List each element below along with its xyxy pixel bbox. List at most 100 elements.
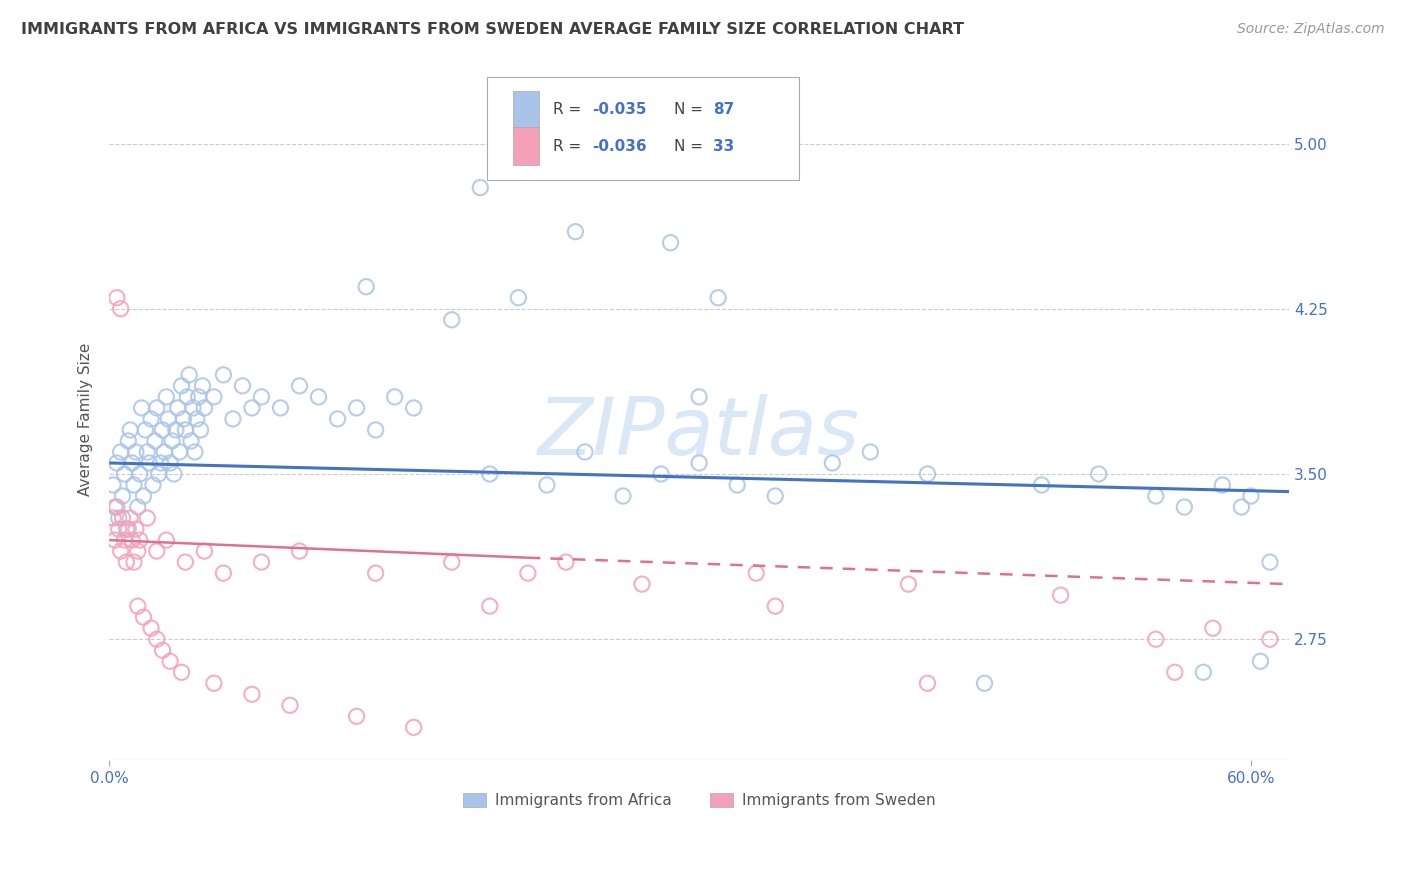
Point: [288, 379, 311, 393]
Point: [104, 500, 127, 514]
Point: [114, 467, 136, 481]
Point: [1249, 654, 1271, 668]
Point: [149, 456, 172, 470]
Point: [1202, 621, 1225, 635]
Point: [384, 390, 406, 404]
Point: [111, 489, 134, 503]
Point: [1258, 632, 1281, 647]
Point: [101, 478, 124, 492]
Point: [725, 478, 748, 492]
Point: [516, 566, 538, 581]
Point: [222, 412, 245, 426]
Point: [917, 676, 939, 690]
Point: [402, 720, 425, 734]
Point: [159, 654, 181, 668]
Point: [131, 401, 153, 415]
Point: [152, 643, 174, 657]
Point: [170, 665, 193, 680]
Point: [1164, 665, 1187, 680]
Point: [105, 500, 128, 514]
Y-axis label: Average Family Size: Average Family Size: [79, 343, 93, 496]
Point: [176, 390, 198, 404]
Point: [763, 599, 786, 614]
Point: [179, 368, 201, 382]
Point: [181, 401, 204, 415]
Point: [115, 522, 138, 536]
Point: [190, 423, 212, 437]
Point: [917, 467, 939, 481]
Point: [745, 566, 768, 581]
Point: [308, 390, 330, 404]
Point: [1258, 555, 1281, 569]
Point: [193, 544, 215, 558]
Point: [166, 401, 188, 415]
Point: [115, 555, 138, 569]
Point: [155, 533, 177, 547]
Point: [202, 390, 225, 404]
Point: [240, 687, 263, 701]
Point: [138, 456, 160, 470]
Point: [440, 555, 463, 569]
Point: [127, 500, 149, 514]
Point: [191, 379, 214, 393]
Point: [1211, 478, 1233, 492]
Text: 33: 33: [713, 138, 734, 153]
Point: [346, 709, 368, 723]
Point: [110, 445, 132, 459]
Point: [146, 632, 169, 647]
Point: [574, 445, 596, 459]
Point: [127, 599, 149, 614]
Point: [121, 456, 143, 470]
Point: [440, 312, 463, 326]
Point: [354, 279, 377, 293]
Point: [125, 445, 148, 459]
Point: [180, 434, 202, 448]
Point: [143, 434, 166, 448]
Point: [1173, 500, 1195, 514]
Legend: Immigrants from Africa, Immigrants from Sweden: Immigrants from Africa, Immigrants from …: [457, 787, 942, 814]
Point: [117, 434, 139, 448]
Point: [278, 698, 301, 713]
Point: [859, 445, 882, 459]
Point: [148, 467, 170, 481]
Point: [187, 390, 209, 404]
Point: [897, 577, 920, 591]
Point: [631, 577, 654, 591]
Point: [688, 456, 710, 470]
Point: [110, 544, 132, 558]
Point: [174, 423, 197, 437]
Point: [402, 401, 425, 415]
Point: [136, 511, 159, 525]
Text: N =: N =: [675, 138, 709, 153]
Point: [202, 676, 225, 690]
Point: [132, 489, 155, 503]
Point: [139, 412, 162, 426]
Point: [1087, 467, 1109, 481]
Point: [101, 511, 124, 525]
Point: [169, 445, 191, 459]
Point: [478, 467, 501, 481]
Point: [288, 544, 311, 558]
Point: [146, 544, 169, 558]
Point: [250, 555, 273, 569]
Point: [153, 445, 176, 459]
Text: -0.036: -0.036: [592, 138, 647, 153]
Point: [1049, 588, 1071, 602]
Point: [122, 478, 145, 492]
Point: [555, 555, 578, 569]
Point: [193, 401, 215, 415]
Point: [163, 467, 186, 481]
Point: [128, 533, 150, 547]
Point: [250, 390, 273, 404]
Point: [132, 610, 155, 624]
Point: [688, 390, 710, 404]
Point: [326, 412, 349, 426]
Point: [122, 555, 145, 569]
Point: [142, 478, 165, 492]
Point: [536, 478, 558, 492]
FancyBboxPatch shape: [513, 128, 538, 165]
FancyBboxPatch shape: [486, 78, 800, 180]
Point: [186, 412, 208, 426]
Point: [125, 522, 148, 536]
Point: [110, 301, 132, 316]
